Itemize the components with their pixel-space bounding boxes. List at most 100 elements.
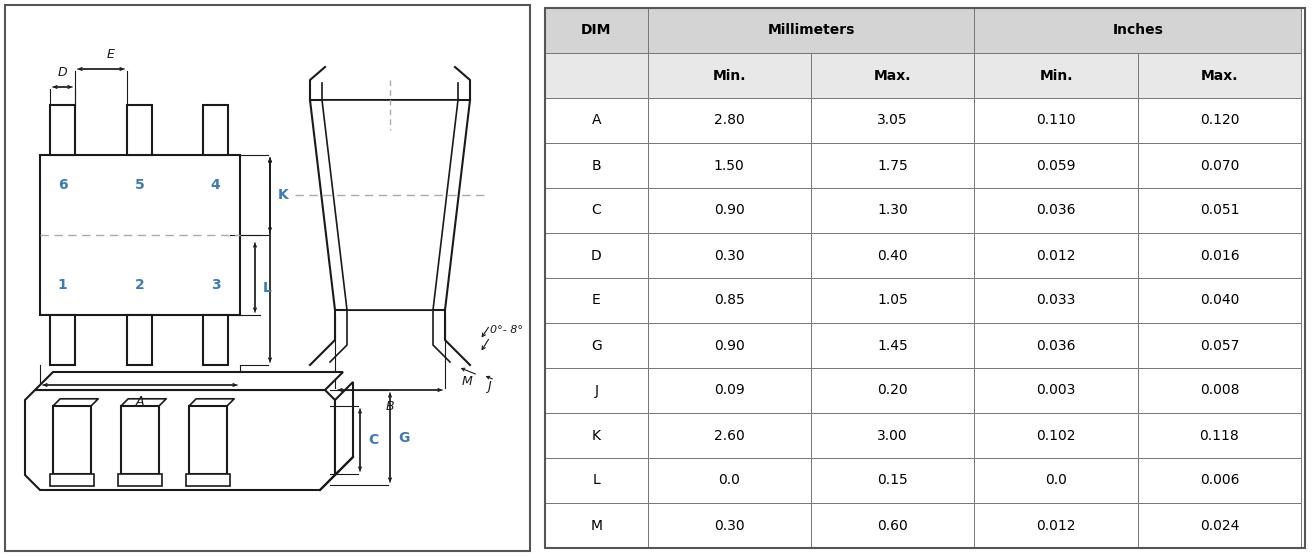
Bar: [5, 5, 530, 551]
Text: 2.60: 2.60: [714, 429, 745, 443]
Text: 0.15: 0.15: [878, 474, 908, 488]
Polygon shape: [310, 100, 470, 310]
Text: 3.05: 3.05: [878, 113, 908, 127]
Polygon shape: [322, 100, 459, 310]
Bar: [1138, 98, 1301, 143]
Bar: [189, 406, 227, 474]
Text: A: A: [135, 395, 145, 408]
Bar: [50, 474, 95, 486]
Text: 0.059: 0.059: [1037, 158, 1076, 172]
Text: K: K: [591, 429, 600, 443]
Text: 0.012: 0.012: [1037, 519, 1076, 533]
Bar: [50, 315, 75, 365]
Bar: [648, 8, 975, 53]
Text: 0.033: 0.033: [1037, 294, 1076, 307]
Bar: [545, 233, 648, 278]
Bar: [975, 53, 1138, 98]
Bar: [975, 368, 1138, 413]
Text: 0.90: 0.90: [714, 339, 745, 353]
Text: B: B: [591, 158, 600, 172]
Text: 0.003: 0.003: [1037, 384, 1076, 398]
Text: C: C: [591, 203, 602, 217]
Text: 0.016: 0.016: [1200, 249, 1239, 262]
Bar: [545, 413, 648, 458]
Text: 6: 6: [58, 178, 67, 192]
Bar: [975, 143, 1138, 188]
Bar: [648, 233, 811, 278]
Bar: [975, 323, 1138, 368]
Text: DIM: DIM: [581, 23, 611, 37]
Bar: [1138, 53, 1301, 98]
Bar: [811, 458, 975, 503]
Bar: [50, 105, 75, 155]
Text: 0.20: 0.20: [878, 384, 908, 398]
Bar: [648, 98, 811, 143]
Text: 3: 3: [210, 278, 221, 292]
Text: L: L: [593, 474, 600, 488]
Text: 0.110: 0.110: [1037, 113, 1076, 127]
Bar: [1138, 458, 1301, 503]
Text: 2.80: 2.80: [714, 113, 745, 127]
Text: L: L: [263, 280, 272, 295]
Polygon shape: [35, 372, 343, 390]
Text: 1: 1: [58, 278, 67, 292]
Bar: [545, 458, 648, 503]
Bar: [811, 503, 975, 548]
Text: Max.: Max.: [1201, 68, 1238, 82]
Text: M: M: [590, 519, 602, 533]
Text: Max.: Max.: [874, 68, 912, 82]
Text: 0.40: 0.40: [878, 249, 908, 262]
Bar: [1138, 413, 1301, 458]
Text: 0.040: 0.040: [1200, 294, 1239, 307]
Text: Min.: Min.: [712, 68, 746, 82]
Text: Inches: Inches: [1113, 23, 1163, 37]
Text: 0.057: 0.057: [1200, 339, 1239, 353]
Text: D: D: [591, 249, 602, 262]
Text: 0.30: 0.30: [714, 249, 745, 262]
Text: 0.09: 0.09: [714, 384, 745, 398]
Bar: [811, 98, 975, 143]
Text: 0.008: 0.008: [1200, 384, 1239, 398]
Text: 0.036: 0.036: [1037, 339, 1076, 353]
Text: G: G: [398, 430, 410, 444]
Bar: [545, 143, 648, 188]
Bar: [648, 323, 811, 368]
Bar: [1138, 323, 1301, 368]
Bar: [811, 53, 975, 98]
Bar: [202, 105, 229, 155]
Bar: [53, 406, 91, 474]
Bar: [648, 278, 811, 323]
Bar: [202, 315, 229, 365]
Bar: [975, 188, 1138, 233]
Bar: [1138, 503, 1301, 548]
Bar: [811, 413, 975, 458]
Bar: [545, 8, 648, 53]
Text: J: J: [594, 384, 598, 398]
Bar: [545, 368, 648, 413]
Bar: [1138, 143, 1301, 188]
Text: A: A: [591, 113, 600, 127]
Text: 0.006: 0.006: [1200, 474, 1239, 488]
Bar: [1138, 233, 1301, 278]
Text: 0.85: 0.85: [714, 294, 745, 307]
Text: 3.00: 3.00: [878, 429, 908, 443]
Bar: [975, 413, 1138, 458]
Bar: [975, 458, 1138, 503]
Bar: [545, 188, 648, 233]
Text: Min.: Min.: [1039, 68, 1072, 82]
Bar: [187, 474, 230, 486]
Bar: [648, 503, 811, 548]
Bar: [121, 406, 159, 474]
Bar: [648, 368, 811, 413]
Bar: [811, 368, 975, 413]
Bar: [545, 53, 648, 98]
Text: M: M: [463, 375, 473, 388]
Bar: [545, 323, 648, 368]
Bar: [39, 155, 240, 315]
Text: 2: 2: [134, 278, 145, 292]
Text: 1.45: 1.45: [878, 339, 908, 353]
Bar: [811, 278, 975, 323]
Text: B: B: [386, 400, 394, 413]
Text: 0.070: 0.070: [1200, 158, 1239, 172]
Bar: [648, 458, 811, 503]
